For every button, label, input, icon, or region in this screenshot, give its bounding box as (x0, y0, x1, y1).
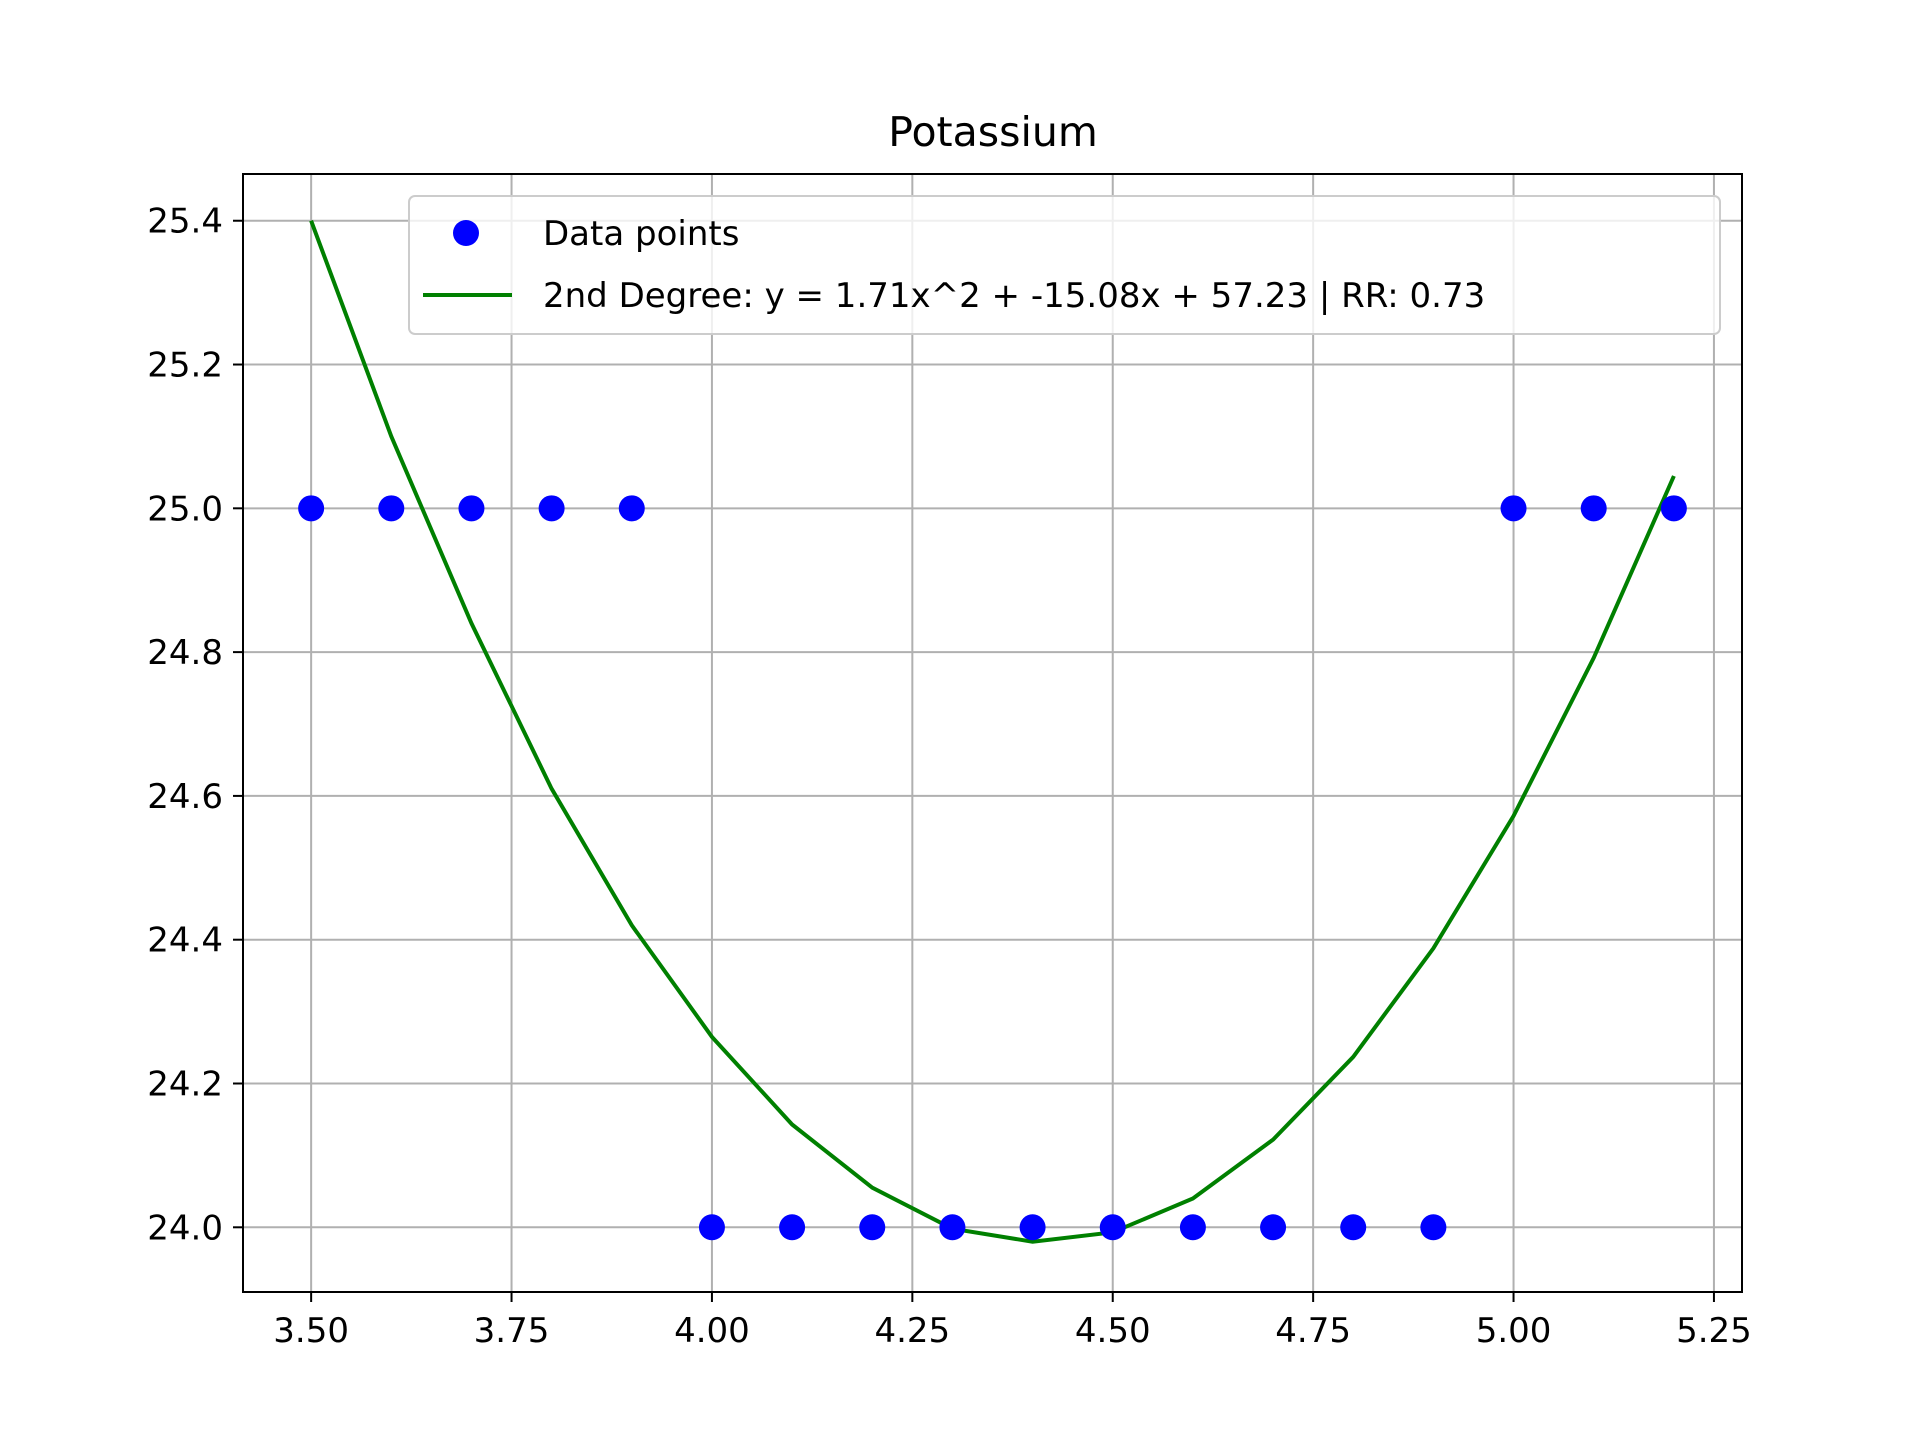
data-point (618, 495, 645, 522)
chart-title: Potassium (888, 108, 1098, 156)
data-point (1260, 1214, 1287, 1241)
data-point (859, 1214, 886, 1241)
data-point (1660, 495, 1687, 522)
x-tick-label: 5.25 (1676, 1311, 1752, 1351)
y-tick-label: 24.2 (147, 1064, 223, 1104)
plot-frame (242, 173, 1743, 1293)
x-tick-label: 5.00 (1476, 1311, 1552, 1351)
fit-curve-layer (309, 220, 1676, 1244)
data-point (939, 1214, 966, 1241)
x-tick-label: 4.75 (1275, 1311, 1351, 1351)
y-tick-label: 24.6 (147, 777, 223, 817)
legend-label-data-points: Data points (543, 214, 739, 254)
data-point (298, 495, 325, 522)
x-tick-label: 3.75 (474, 1311, 550, 1351)
data-points-layer (298, 495, 1687, 1241)
legend: Data points 2nd Degree: y = 1.71x^2 + -1… (408, 195, 1721, 335)
data-point (1580, 495, 1607, 522)
y-axis: 24.0 24.2 24.4 24.6 24.8 25.0 25.2 25.4 (147, 202, 243, 1248)
data-point (378, 495, 405, 522)
data-point (1179, 1214, 1206, 1241)
data-point (779, 1214, 806, 1241)
y-tick-label: 24.8 (147, 633, 223, 673)
fit-curve-line (309, 220, 1676, 1244)
data-point (1099, 1214, 1126, 1241)
data-point (698, 1214, 725, 1241)
y-tick-label: 24.4 (147, 921, 223, 961)
x-tick-label: 4.50 (1075, 1311, 1151, 1351)
y-tick-label: 25.4 (147, 202, 223, 242)
x-tick-label: 4.00 (674, 1311, 750, 1351)
data-point (538, 495, 565, 522)
data-point (1500, 495, 1527, 522)
legend-marker-data-points (453, 220, 479, 246)
y-tick-label: 25.0 (147, 489, 223, 529)
data-point (1340, 1214, 1367, 1241)
x-tick-label: 4.25 (874, 1311, 950, 1351)
y-tick-label: 24.0 (147, 1208, 223, 1248)
data-point (1019, 1214, 1046, 1241)
data-point (458, 495, 485, 522)
legend-box (408, 195, 1721, 335)
x-axis: 3.50 3.75 4.00 4.25 4.50 4.75 5.00 5.25 (273, 1292, 1752, 1351)
legend-label-fit-line: 2nd Degree: y = 1.71x^2 + -15.08x + 57.2… (543, 276, 1485, 316)
y-tick-label: 25.2 (147, 346, 223, 386)
data-point (1420, 1214, 1447, 1241)
grid (243, 174, 1742, 1292)
x-tick-label: 3.50 (273, 1311, 349, 1351)
